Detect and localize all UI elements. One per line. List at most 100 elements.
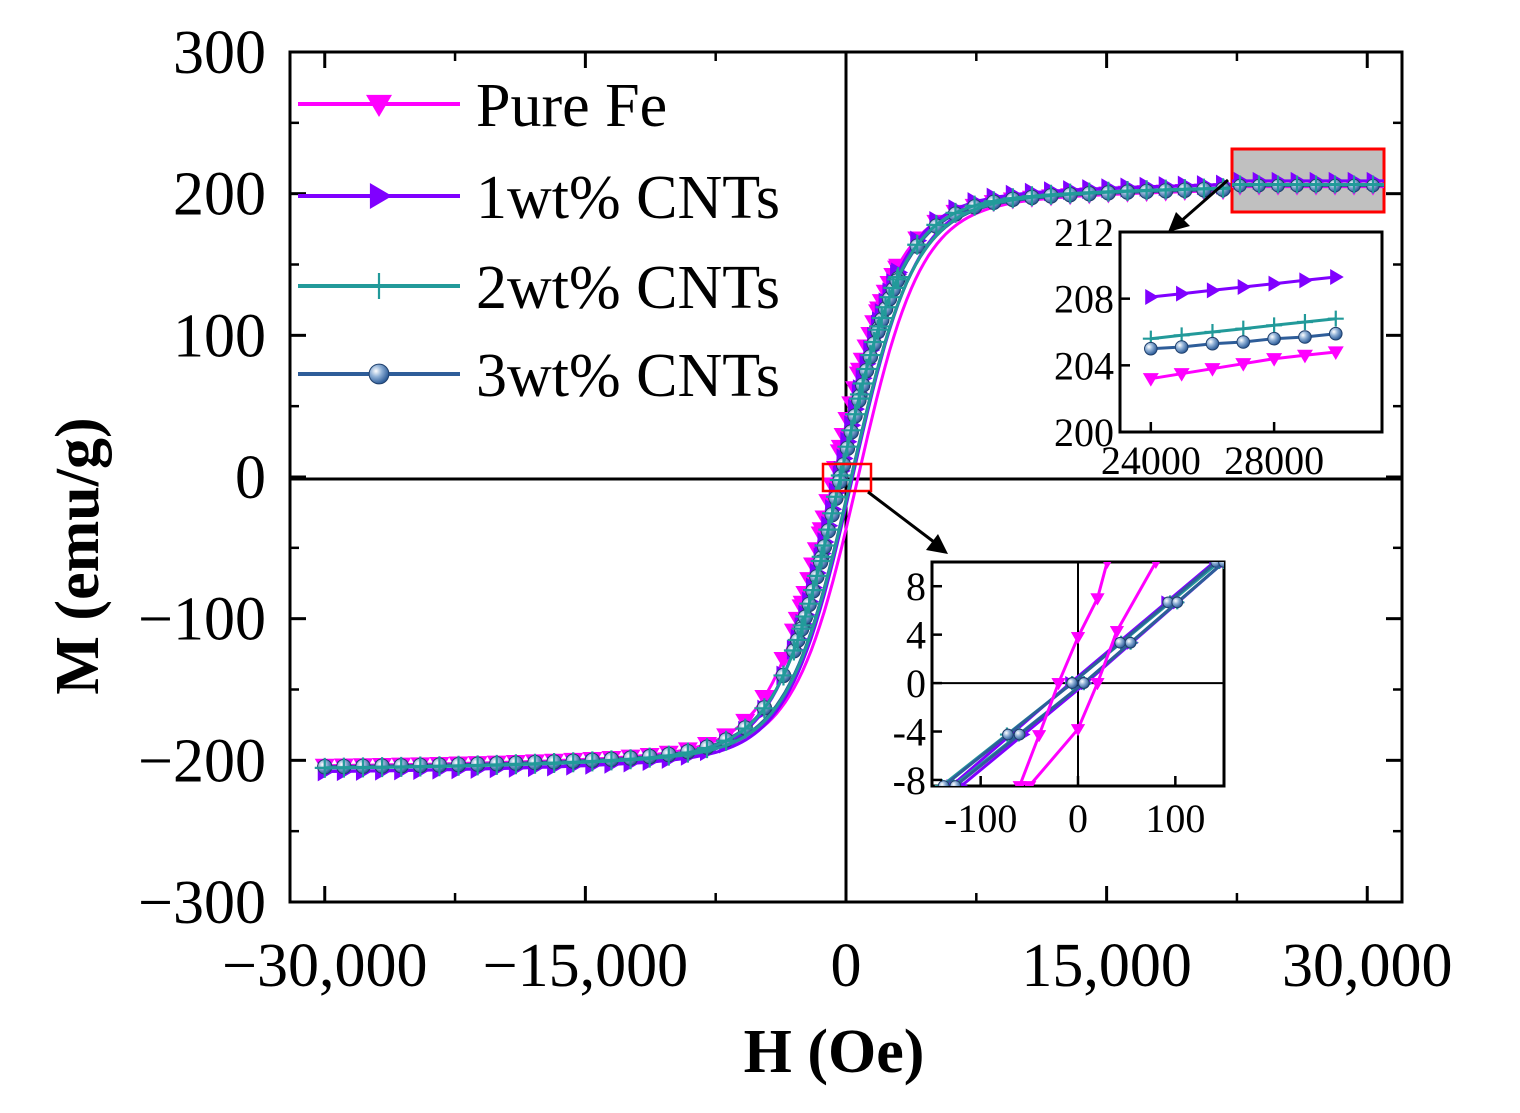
data-point bbox=[366, 273, 392, 299]
data-point bbox=[601, 750, 622, 771]
data-point bbox=[1145, 289, 1159, 305]
data-point bbox=[1328, 326, 1343, 341]
data-point bbox=[372, 757, 393, 778]
data-point bbox=[983, 191, 1004, 212]
data-point bbox=[1345, 175, 1363, 194]
data-point bbox=[1117, 180, 1138, 201]
data-point bbox=[1288, 175, 1306, 194]
arrow-head-high-field bbox=[1168, 212, 1190, 232]
data-point bbox=[639, 747, 660, 768]
data-point bbox=[1330, 269, 1344, 285]
inset1-x-tick-label: 24000 bbox=[1101, 438, 1201, 483]
data-point bbox=[773, 665, 794, 686]
data-point bbox=[1060, 183, 1081, 204]
inset-high-field-frame bbox=[1118, 230, 1384, 434]
data-point bbox=[1250, 175, 1268, 194]
data-point bbox=[945, 202, 966, 223]
data-point bbox=[1002, 188, 1023, 209]
data-point bbox=[864, 332, 885, 353]
data-point bbox=[1103, 562, 1112, 569]
legend: Pure Fe 1wt% CNTs 2wt% CNTs 3wt% CNTs bbox=[298, 72, 780, 410]
data-point bbox=[787, 629, 808, 650]
inset2-y-tick-label: 8 bbox=[906, 564, 926, 609]
data-point bbox=[1236, 335, 1251, 349]
data-point bbox=[887, 269, 908, 290]
data-point bbox=[1299, 272, 1313, 289]
data-point bbox=[802, 580, 823, 601]
inset1-x-tick-label: 28000 bbox=[1224, 438, 1324, 483]
data-point bbox=[829, 470, 850, 491]
data-point bbox=[1109, 626, 1124, 639]
data-point bbox=[1124, 636, 1137, 649]
data-point bbox=[524, 753, 545, 774]
data-point bbox=[369, 183, 392, 209]
data-point bbox=[867, 319, 888, 340]
data-point bbox=[1079, 182, 1100, 203]
data-point bbox=[1266, 317, 1283, 334]
data-point bbox=[658, 745, 679, 766]
data-point bbox=[333, 757, 354, 778]
data-point bbox=[1041, 184, 1062, 205]
x-tick-label: 0 bbox=[831, 932, 862, 1000]
data-point bbox=[1205, 336, 1220, 351]
data-point bbox=[818, 519, 839, 540]
data-point bbox=[860, 345, 881, 366]
data-point bbox=[716, 730, 737, 751]
inset2-y-tick-label: -8 bbox=[893, 758, 926, 803]
data-point bbox=[1193, 178, 1214, 199]
data-point bbox=[1269, 175, 1287, 194]
legend-label-1: 1wt% CNTs bbox=[476, 164, 780, 232]
legend-label-2: 2wt% CNTs bbox=[476, 254, 780, 322]
data-point bbox=[937, 780, 950, 786]
inset1-y-tick-label: 200 bbox=[1054, 410, 1114, 455]
data-point bbox=[352, 757, 373, 778]
data-point bbox=[1174, 179, 1195, 200]
data-point bbox=[875, 297, 896, 318]
data-point bbox=[1298, 330, 1312, 344]
data-point bbox=[1296, 314, 1313, 330]
data-point bbox=[754, 698, 775, 719]
data-point bbox=[856, 358, 877, 379]
data-point bbox=[391, 756, 412, 777]
inset2-loop-0-upper bbox=[1018, 562, 1109, 786]
x-tick-label: 30,000 bbox=[1282, 932, 1453, 1000]
inset1-y-tick-label: 204 bbox=[1054, 343, 1114, 388]
data-point bbox=[735, 718, 756, 739]
data-point bbox=[1327, 310, 1344, 327]
arrow-to-low-field-inset bbox=[867, 490, 935, 544]
x-tick-label: 15,000 bbox=[1021, 932, 1192, 1000]
data-point bbox=[1071, 632, 1085, 645]
data-point bbox=[1235, 320, 1252, 337]
zoom-box-low-field bbox=[821, 462, 873, 493]
data-point bbox=[907, 234, 928, 255]
inset1-y-tick-label: 212 bbox=[1054, 210, 1114, 255]
data-point bbox=[368, 363, 390, 385]
inset2-y-tick-label: -4 bbox=[893, 710, 926, 755]
data-point bbox=[1364, 175, 1382, 194]
inset2-x-tick-label: -100 bbox=[944, 796, 1017, 841]
inset1-y-tick-label: 208 bbox=[1054, 277, 1114, 322]
data-point bbox=[949, 780, 962, 786]
data-point bbox=[1066, 677, 1079, 689]
data-point bbox=[1155, 179, 1176, 200]
data-point bbox=[1022, 781, 1037, 786]
data-point bbox=[582, 751, 603, 772]
x-tick-label: −30,000 bbox=[222, 932, 427, 1000]
data-point bbox=[1077, 677, 1090, 689]
data-point bbox=[697, 738, 717, 759]
data-point bbox=[879, 287, 900, 308]
data-point bbox=[883, 277, 904, 298]
data-point bbox=[852, 373, 873, 394]
data-point bbox=[845, 404, 866, 425]
data-point bbox=[1176, 285, 1190, 302]
data-point bbox=[448, 755, 469, 776]
data-point bbox=[1051, 678, 1066, 691]
data-point bbox=[806, 565, 827, 586]
data-point bbox=[1307, 175, 1325, 194]
arrow-head-low-field bbox=[926, 534, 948, 554]
y-tick-label: −200 bbox=[138, 727, 266, 795]
data-point bbox=[563, 752, 584, 773]
y-tick-label: 200 bbox=[173, 161, 266, 229]
legend-label-3: 3wt% CNTs bbox=[476, 342, 780, 410]
data-point bbox=[814, 535, 835, 556]
